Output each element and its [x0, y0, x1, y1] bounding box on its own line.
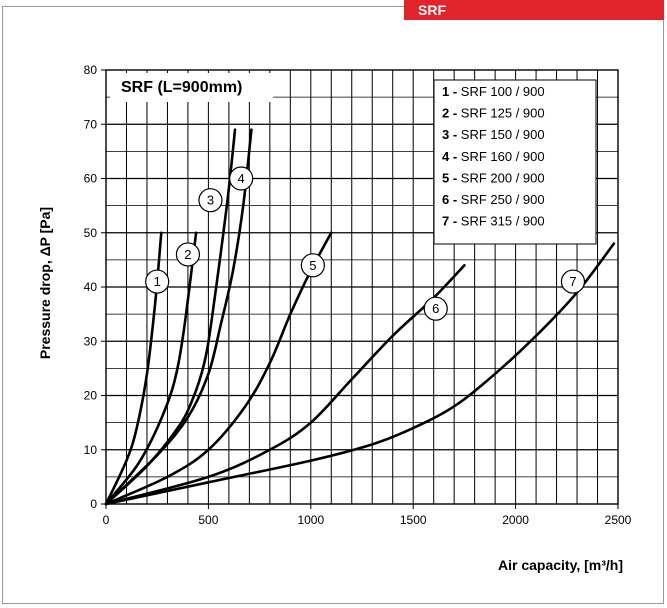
- y-tick-label: 40: [84, 280, 98, 294]
- curve-label-1: 1: [154, 274, 161, 289]
- series-line-7: [104, 242, 616, 506]
- legend-entry-3: 3 - SRF 150 / 900: [442, 127, 545, 142]
- section-tag: SRF: [404, 0, 664, 20]
- y-tick-label: 80: [84, 63, 98, 77]
- y-tick-label: 50: [84, 226, 98, 240]
- legend-entry-5: 5 - SRF 200 / 900: [442, 170, 545, 185]
- curve-label-circle: [175, 242, 201, 267]
- x-axis-label-text: Air capacity, [m³/h]: [498, 557, 623, 573]
- legend-text: SRF 160 / 900: [461, 149, 545, 164]
- y-axis-label: Pressure drop, ΔP [Pa]: [37, 206, 53, 360]
- legend-entry-7: 7 - SRF 315 / 900: [442, 214, 545, 229]
- x-tick-label: 2500: [605, 513, 632, 527]
- curve-label-7: 7: [569, 274, 576, 289]
- curve-label-6: 6: [432, 301, 439, 316]
- x-tick-label: 0: [103, 513, 110, 527]
- x-tick-label: 1000: [297, 513, 324, 527]
- x-tick-label: 500: [198, 513, 218, 527]
- legend-text: SRF 100 / 900: [461, 84, 545, 99]
- legend-text: SRF 125 / 900: [461, 106, 545, 121]
- legend-number: 7 -: [442, 214, 461, 229]
- curve-label-circle: [145, 269, 170, 294]
- x-tick-label: 2000: [502, 513, 529, 527]
- chart-frame: [2, 6, 664, 604]
- x-tick-label: 1500: [400, 513, 427, 527]
- legend-number: 2 -: [442, 106, 461, 121]
- y-tick-label: 30: [84, 334, 98, 348]
- legend-text: SRF 200 / 900: [461, 170, 545, 185]
- curve-label-3: 3: [207, 193, 214, 208]
- legend-text: SRF 250 / 900: [461, 192, 545, 207]
- legend-number: 5 -: [442, 170, 461, 185]
- legend-entry-4: 4 - SRF 160 / 900: [442, 149, 545, 164]
- legend-number: 1 -: [442, 84, 461, 99]
- curve-label-circle: [229, 166, 254, 191]
- curve-label-circle: [423, 296, 448, 321]
- curve-label-4: 4: [238, 171, 245, 186]
- legend-entry-6: 6 - SRF 250 / 900: [442, 192, 545, 207]
- title-box: [110, 73, 273, 102]
- chart-title: SRF (L=900mm): [121, 79, 242, 96]
- y-tick-label: 0: [90, 497, 97, 511]
- y-tick-label: 20: [84, 389, 98, 403]
- legend-box: [433, 79, 597, 245]
- legend-number: 4 -: [442, 149, 461, 164]
- y-tick-label: 60: [84, 172, 98, 186]
- curve-label-circle: [300, 253, 325, 278]
- legend-entry-2: 2 - SRF 125 / 900: [442, 106, 545, 121]
- y-tick-label: 70: [84, 117, 98, 131]
- y-tick-label: 10: [84, 443, 98, 457]
- legend-number: 3 -: [442, 127, 461, 142]
- curve-label-circle: [560, 269, 586, 294]
- series-line-4: [104, 128, 253, 506]
- legend-text: SRF 315 / 900: [461, 214, 545, 229]
- legend-entry-1: 1 - SRF 100 / 900: [442, 84, 545, 99]
- x-axis-label: Air capacity, [m³/h]: [498, 557, 623, 573]
- curve-label-2: 2: [184, 247, 191, 262]
- curve-label-5: 5: [309, 258, 316, 273]
- legend-number: 6 -: [442, 192, 461, 207]
- curve-label-circle: [198, 188, 223, 213]
- series-line-2: [104, 231, 198, 506]
- legend-text: SRF 150 / 900: [461, 127, 545, 142]
